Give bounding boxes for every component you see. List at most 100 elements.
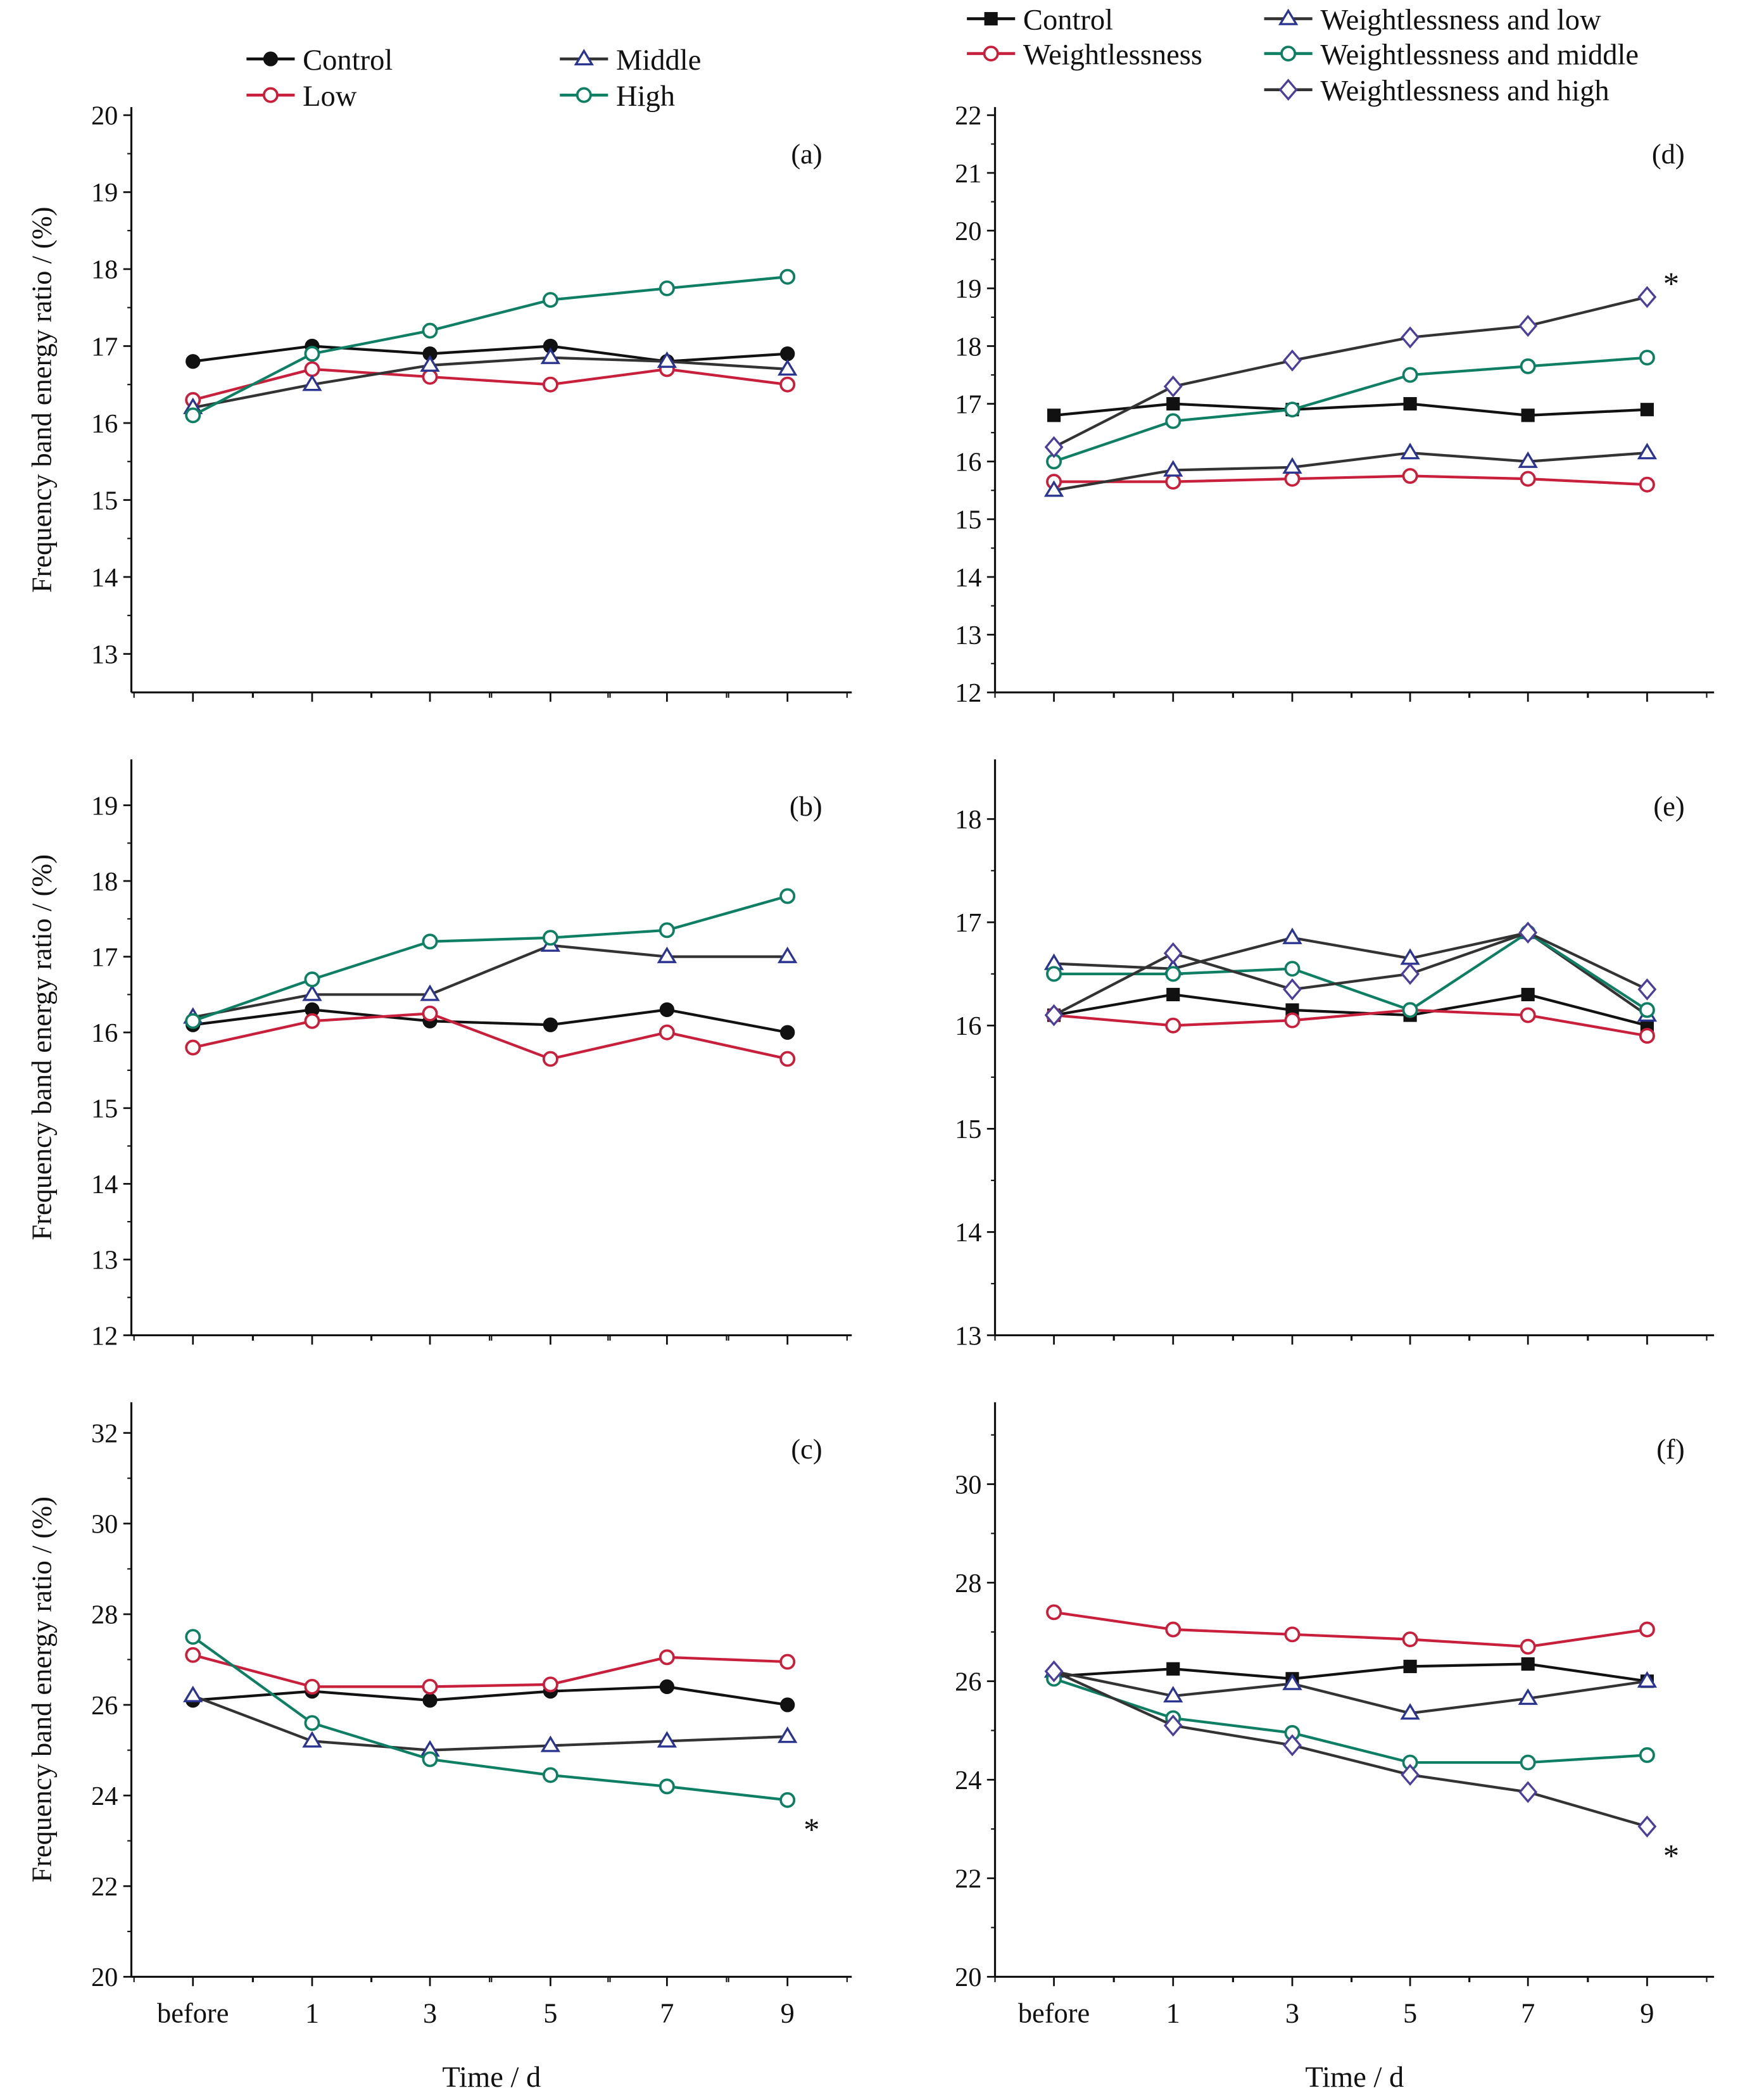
- series-high: [185, 269, 796, 424]
- data-point: [304, 1013, 320, 1029]
- y-tick-label: 19: [955, 274, 981, 304]
- legend-label: High: [616, 80, 675, 113]
- y-tick-label: 15: [955, 505, 981, 535]
- data-point: [422, 1693, 438, 1708]
- data-point: [1639, 1002, 1655, 1018]
- data-point: [778, 946, 798, 963]
- data-point: [1640, 403, 1654, 417]
- legend-marker: [983, 46, 999, 62]
- data-point: [1402, 1002, 1418, 1018]
- data-point: [542, 930, 558, 946]
- series-control: [1047, 1657, 1654, 1688]
- data-point: [778, 1726, 798, 1743]
- data-point: [1284, 1626, 1301, 1643]
- data-point: [1165, 1017, 1181, 1034]
- y-tick-label: 16: [955, 1011, 981, 1041]
- panel-d: 12 13 14 15 16 17 18 19 20 21 22 (d) *: [955, 101, 1715, 708]
- data-point: [1044, 1004, 1064, 1027]
- data-point: [1165, 413, 1181, 429]
- x-tick-label: 1: [305, 1997, 319, 2028]
- data-point: [422, 1005, 438, 1022]
- legend-item-control: Control: [246, 44, 393, 77]
- data-point: [1402, 468, 1418, 484]
- data-point: [543, 1017, 558, 1032]
- data-point: [779, 888, 796, 904]
- y-tick-label: 30: [955, 1470, 981, 1500]
- y-tick-label: 17: [955, 389, 981, 419]
- data-point: [1518, 315, 1538, 337]
- y-tick-label: 32: [91, 1419, 118, 1448]
- series-line: [1054, 451, 1647, 492]
- data-point: [1637, 443, 1658, 460]
- data-point: [1283, 1734, 1302, 1757]
- panel-c: 20 22 24 26 28 30 32 before 1 3 5 7 9 Time / d Frequen…: [26, 1402, 852, 2094]
- y-tick-label: 16: [955, 448, 981, 478]
- series-weightlessness: [1046, 1604, 1655, 1655]
- data-point: [1518, 451, 1538, 468]
- panel-label: (b): [790, 790, 822, 822]
- data-point: [302, 374, 322, 391]
- data-point: [1044, 436, 1064, 459]
- y-tick-label: 20: [91, 1963, 118, 1992]
- data-point: [1163, 375, 1183, 398]
- series-line: [192, 894, 788, 1023]
- series-line: [1054, 474, 1647, 486]
- data-point: [185, 1013, 201, 1029]
- significance-asterisk: *: [803, 1812, 819, 1847]
- series-line: [1054, 1008, 1647, 1037]
- series-weightlessness-and-high: [1044, 286, 1657, 459]
- legend-item-middle: Middle: [560, 44, 701, 77]
- data-point: [1044, 1660, 1064, 1683]
- legend-label: Control: [1023, 4, 1113, 37]
- data-point: [1284, 961, 1301, 977]
- series-line: [192, 345, 788, 363]
- y-tick-label: 13: [91, 1246, 118, 1275]
- panel-label: (e): [1653, 790, 1684, 822]
- y-tick-label: 16: [91, 1018, 118, 1048]
- y-tick-label: 22: [955, 101, 981, 131]
- x-tick-label: 9: [1640, 1997, 1654, 2028]
- y-tick-label: 14: [955, 563, 981, 593]
- x-axis-title: Time / d: [442, 2061, 541, 2094]
- legend-label: Weightlessness and low: [1320, 4, 1601, 37]
- panel-label: (d): [1652, 138, 1685, 170]
- data-point: [1283, 978, 1302, 1001]
- data-point: [1637, 286, 1657, 308]
- data-point: [657, 1731, 677, 1748]
- legend-marker: [576, 87, 592, 103]
- y-tick-label: 14: [91, 563, 118, 593]
- series-low: [185, 1005, 796, 1067]
- y-axis-title: Frequency band energy ratio / (%): [26, 206, 58, 593]
- data-point: [302, 1731, 322, 1748]
- y-tick-label: 30: [91, 1510, 118, 1540]
- y-tick-label: 16: [91, 409, 118, 439]
- legend-item-high: High: [560, 80, 675, 113]
- data-point: [1639, 1747, 1655, 1763]
- data-point: [1637, 978, 1657, 1001]
- data-point: [1165, 1621, 1181, 1638]
- data-point: [422, 322, 438, 339]
- data-point: [658, 1649, 675, 1666]
- data-point: [304, 361, 320, 377]
- data-point: [780, 346, 795, 362]
- y-tick-label: 18: [91, 255, 118, 285]
- data-point: [1283, 349, 1302, 372]
- x-axis-title: Time / d: [1305, 2061, 1404, 2094]
- y-tick-label: 21: [955, 159, 981, 189]
- data-point: [1518, 1688, 1538, 1705]
- x-tick-label: 7: [660, 1997, 674, 2028]
- legend-marker: [984, 12, 998, 26]
- data-point: [185, 1647, 201, 1663]
- data-point: [1520, 1754, 1536, 1771]
- data-point: [304, 1678, 320, 1695]
- data-point: [1639, 350, 1655, 366]
- data-point: [1637, 1815, 1657, 1838]
- y-tick-label: 20: [955, 1963, 981, 1992]
- data-point: [1163, 1714, 1183, 1737]
- data-point: [1520, 471, 1536, 487]
- data-point: [542, 1676, 558, 1693]
- series-line: [192, 1685, 788, 1707]
- data-point: [422, 1678, 438, 1695]
- data-point: [185, 1629, 201, 1645]
